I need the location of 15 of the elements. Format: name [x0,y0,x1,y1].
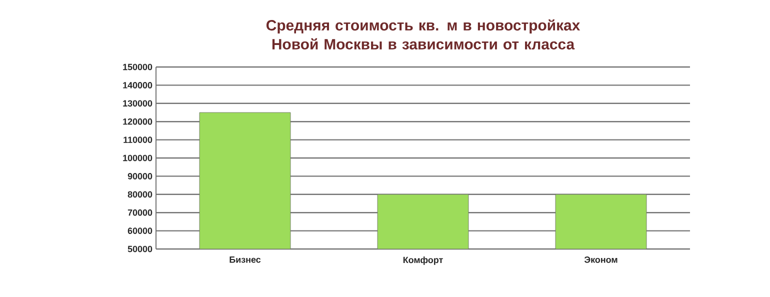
chart-title: Средняя стоимость кв. м в новостройках Новой Москвы в зависимости от класса [266,19,580,50]
y-tick-label: 100000 [123,154,152,162]
y-tick-label: 80000 [128,191,152,198]
x-tick-label: Комфорт [403,256,443,265]
x-tick-label: Эконом [584,256,618,263]
y-tick-label: 120000 [123,118,152,125]
y-tick-label: 150000 [123,64,152,70]
y-tick-label: 130000 [123,100,152,107]
y-tick-label: 90000 [128,173,152,180]
y-tick-label: 50000 [128,246,152,252]
y-tick-label: 110000 [124,136,152,143]
y-tick-label: 60000 [128,228,152,234]
y-tick-label: 140000 [123,82,152,88]
x-tick-label: Бизнес [230,256,261,263]
y-tick-label: 70000 [128,209,152,216]
